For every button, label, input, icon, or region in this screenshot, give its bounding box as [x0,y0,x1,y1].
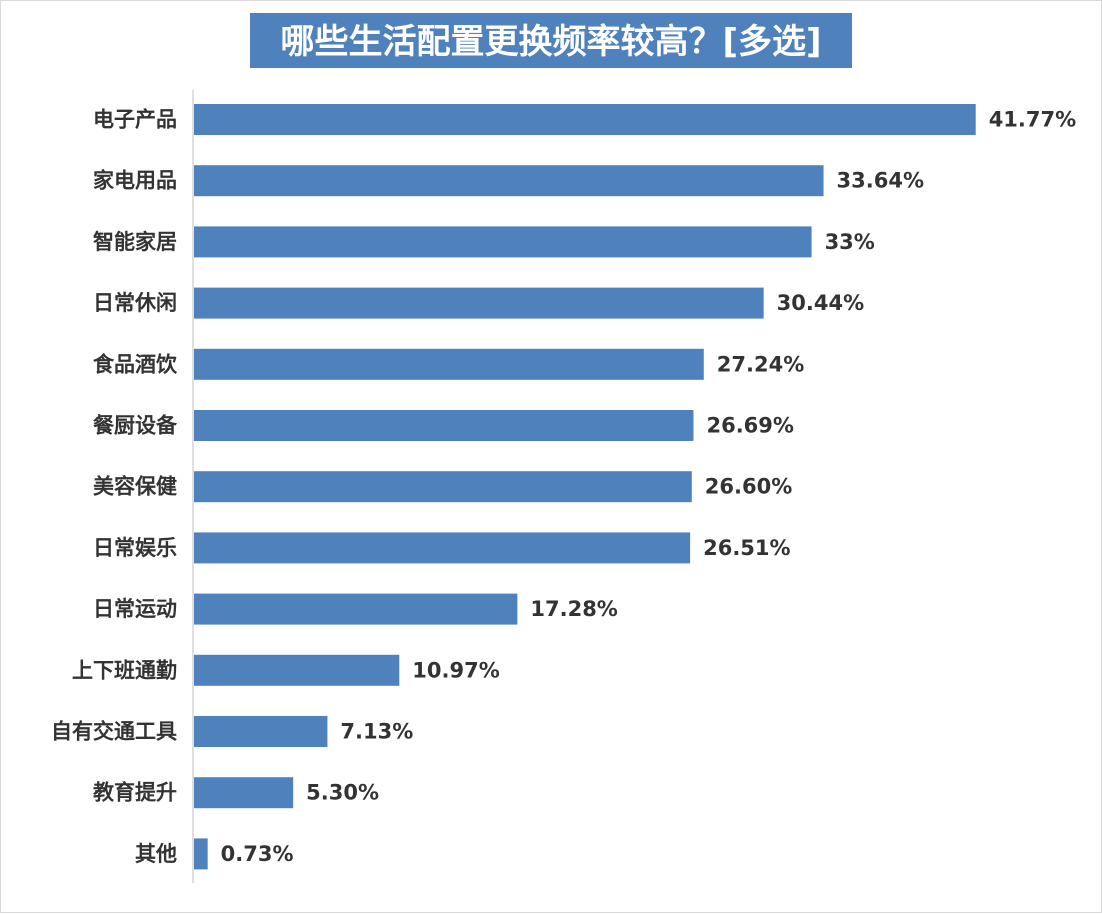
category-label: 美容保健 [93,475,177,499]
value-label: 27.24% [717,352,804,376]
category-label: 家电用品 [93,169,177,193]
value-label: 7.13% [340,720,413,744]
category-label: 上下班通勤 [72,658,177,682]
value-label: 30.44% [777,291,864,315]
bar-12 [194,838,208,870]
category-label: 日常休闲 [93,291,177,315]
category-label: 智能家居 [93,230,177,254]
category-label: 日常娱乐 [93,536,177,560]
bar-1 [194,165,824,197]
value-label: 26.60% [705,475,792,499]
bars-layer: 电子产品 41.77% 家电用品 33.64% 智能家居 33% 日常休闲 30.44% 食品酒… [51,104,1076,870]
chart-title: 哪些生活配置更换频率较高？[多选] [280,22,821,62]
value-label: 26.69% [706,414,793,438]
category-label: 电子产品 [93,108,177,132]
bar-9 [194,654,400,686]
value-label: 17.28% [530,597,617,621]
category-label: 教育提升 [93,781,177,805]
category-label: 其他 [135,842,177,866]
bar-4 [194,348,704,380]
bar-8 [194,593,518,625]
value-label: 26.51% [703,536,790,560]
bar-3 [194,287,764,319]
chart-title-group: 哪些生活配置更换频率较高？[多选] [250,13,852,68]
value-label: 10.97% [412,658,499,682]
category-label: 食品酒饮 [93,352,178,376]
bar-10 [194,716,328,747]
bar-0 [194,104,976,135]
bar-5 [194,410,694,441]
value-label: 0.73% [221,842,294,866]
chart-title-background [250,13,852,68]
category-label: 餐厨设备 [93,414,178,438]
value-label: 5.30% [306,781,379,805]
category-label: 自有交通工具 [51,720,177,744]
bar-11 [194,777,294,809]
value-label: 41.77% [989,108,1076,132]
bar-7 [194,532,691,564]
value-label: 33% [825,230,875,254]
category-label: 日常运动 [93,597,177,621]
bar-6 [194,471,692,503]
value-label: 33.64% [837,169,924,193]
bar-2 [194,226,812,258]
